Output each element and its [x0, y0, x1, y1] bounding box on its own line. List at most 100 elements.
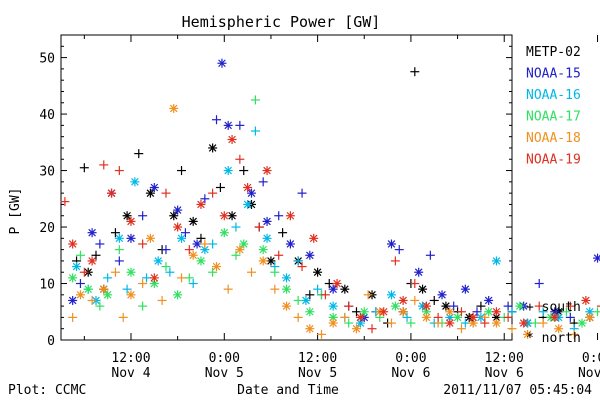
south-point	[122, 284, 132, 294]
south-point	[344, 318, 354, 328]
north-point	[68, 273, 78, 283]
north-point	[581, 295, 591, 305]
south-point	[561, 307, 571, 317]
north-point	[262, 216, 272, 226]
south-point	[270, 267, 280, 277]
south-point	[351, 307, 361, 317]
marker-legend-north: * north	[526, 331, 581, 346]
south-point	[110, 267, 120, 277]
south-point	[476, 301, 486, 311]
south-point	[235, 120, 245, 130]
north-point	[445, 318, 455, 328]
south-point	[538, 318, 548, 328]
south-point	[196, 233, 206, 243]
north-point	[196, 199, 206, 209]
south-point	[316, 329, 326, 339]
south-point	[114, 256, 124, 266]
south-point	[223, 284, 233, 294]
south-point	[212, 115, 222, 125]
north-point	[149, 273, 159, 283]
north-point	[223, 120, 233, 130]
north-point	[305, 250, 315, 260]
north-point	[519, 318, 529, 328]
south-point	[390, 256, 400, 266]
south-point	[425, 250, 435, 260]
south-point	[161, 188, 171, 198]
north-point	[355, 312, 365, 322]
north-point	[437, 290, 447, 300]
south-point	[247, 267, 257, 277]
north-point	[262, 166, 272, 176]
y-tick-label: 10	[39, 278, 55, 293]
north-point	[188, 250, 198, 260]
north-point	[301, 295, 311, 305]
north-point	[169, 211, 179, 221]
x-tick-time-label: 0:00	[209, 351, 240, 366]
north-point	[145, 188, 155, 198]
north-point	[390, 301, 400, 311]
south-point	[138, 239, 148, 249]
north-point	[414, 267, 424, 277]
south-point	[250, 95, 260, 105]
north-point	[398, 307, 408, 317]
plot-frame	[60, 34, 513, 341]
north-point	[515, 301, 525, 311]
south-point	[410, 295, 420, 305]
north-point	[68, 239, 78, 249]
south-point	[324, 279, 334, 289]
north-point	[126, 267, 136, 277]
south-point	[138, 301, 148, 311]
south-point	[274, 211, 284, 221]
south-point	[208, 188, 218, 198]
south-point	[305, 290, 315, 300]
x-tick-time-label: 12:00	[298, 351, 337, 366]
north-point	[328, 312, 338, 322]
south-point	[340, 312, 350, 322]
north-point	[262, 233, 272, 243]
south-point	[433, 312, 443, 322]
x-tick-time-label: 12:00	[111, 351, 150, 366]
south-point	[460, 318, 470, 328]
south-point	[410, 67, 420, 77]
north-point	[258, 256, 268, 266]
south-point	[507, 307, 517, 317]
south-point	[79, 267, 89, 277]
south-point	[406, 318, 416, 328]
north-point	[421, 312, 431, 322]
x-tick-date-label: Nov 5	[205, 366, 244, 381]
south-point	[293, 256, 303, 266]
south-point	[534, 279, 544, 289]
south-point	[165, 267, 175, 277]
south-point	[258, 177, 268, 187]
south-point	[161, 262, 171, 272]
north-point	[192, 239, 202, 249]
north-point	[453, 312, 463, 322]
marker-legend: + south * north	[526, 300, 581, 346]
south-point	[103, 273, 113, 283]
south-point	[161, 245, 171, 255]
south-point	[208, 239, 218, 249]
x-tick-date-label: Nov 6	[485, 366, 524, 381]
north-point	[550, 307, 560, 317]
south-point	[200, 239, 210, 249]
series-noaa-16	[72, 126, 595, 334]
north-point	[386, 290, 396, 300]
north-point	[328, 284, 338, 294]
south-point	[386, 318, 396, 328]
legend-item-noaa-15: NOAA-15	[526, 67, 581, 82]
north-point	[285, 239, 295, 249]
south-point	[200, 194, 210, 204]
south-point	[208, 267, 218, 277]
series-legend: METP-02 NOAA-15 NOAA-16 NOAA-17 NOAA-18 NOAA-…	[526, 45, 581, 168]
chart-title: Hemispheric Power [GW]	[182, 13, 381, 31]
north-point	[398, 295, 408, 305]
series-noaa-17	[68, 95, 600, 328]
south-point	[313, 284, 323, 294]
north-point	[219, 211, 229, 221]
north-point	[235, 245, 245, 255]
north-point	[282, 273, 291, 283]
y-tick-label: 50	[39, 52, 55, 67]
south-point	[138, 279, 148, 289]
